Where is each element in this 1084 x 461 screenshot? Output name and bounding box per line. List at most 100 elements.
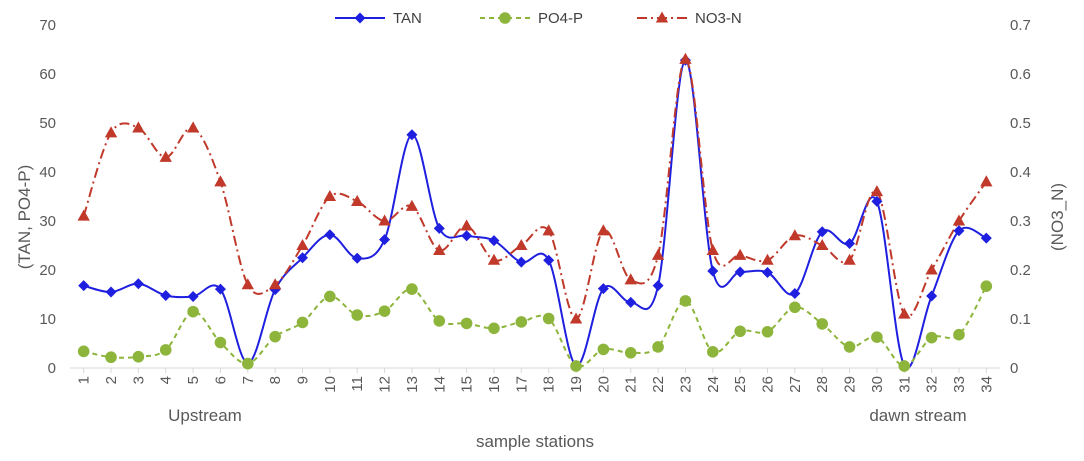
data-point-po4-p — [734, 325, 746, 338]
x-tick-label: 28 — [814, 376, 831, 393]
data-point-tan — [543, 254, 555, 266]
data-point-tan — [433, 222, 445, 234]
x-tick-label: 24 — [705, 376, 722, 393]
y-tick-label-right: 0.3 — [1010, 213, 1031, 230]
data-point-no3-n — [816, 239, 829, 251]
x-tick-label: 3 — [130, 376, 147, 384]
data-point-po4-p — [241, 357, 254, 370]
x-tick-label: 25 — [732, 376, 749, 393]
x-tick-label: 33 — [951, 376, 968, 393]
data-point-no3-n — [296, 239, 309, 251]
data-point-tan — [844, 238, 856, 250]
data-point-no3-n — [104, 126, 118, 138]
x-tick-label: 4 — [158, 376, 175, 384]
data-point-po4-p — [159, 344, 172, 356]
y-tick-label-right: 0.4 — [1010, 164, 1031, 181]
x-tick-label: 7 — [240, 376, 257, 384]
data-point-tan — [625, 296, 637, 308]
data-point-tan — [214, 283, 226, 295]
data-point-tan — [324, 229, 336, 241]
data-point-tan — [652, 280, 664, 292]
x-tick-label: 8 — [267, 376, 284, 384]
data-point-po4-p — [132, 350, 145, 363]
data-point-po4-p — [789, 301, 801, 314]
x-tick-label: 2 — [103, 376, 120, 384]
data-point-po4-p — [898, 360, 911, 372]
data-point-no3-n — [132, 121, 145, 133]
legend-marker-po4-p — [499, 12, 511, 24]
data-point-no3-n — [433, 243, 446, 255]
data-point-no3-n — [405, 199, 419, 211]
data-point-no3-n — [460, 219, 473, 231]
data-point-po4-p — [515, 316, 528, 328]
y-tick-label-right: 0.1 — [1010, 311, 1031, 328]
data-point-no3-n — [898, 307, 911, 319]
x-tick-label: 18 — [541, 376, 558, 393]
data-point-po4-p — [980, 280, 993, 292]
data-point-po4-p — [843, 341, 856, 353]
data-point-po4-p — [351, 309, 364, 321]
data-point-no3-n — [925, 263, 938, 275]
legend-marker-tan — [354, 12, 366, 24]
data-point-po4-p — [706, 346, 719, 358]
data-point-no3-n — [323, 190, 337, 202]
data-point-po4-p — [652, 341, 664, 353]
data-point-no3-n — [186, 121, 200, 133]
x-tick-label: 13 — [404, 376, 421, 393]
data-point-po4-p — [296, 316, 309, 329]
data-point-po4-p — [816, 318, 829, 330]
x-tick-label: 10 — [322, 376, 339, 393]
data-point-po4-p — [761, 325, 774, 338]
x-tick-label: 14 — [431, 376, 448, 393]
data-point-tan — [816, 226, 828, 238]
y-tick-label-left: 40 — [39, 164, 56, 181]
data-point-no3-n — [624, 273, 637, 285]
data-point-po4-p — [406, 283, 418, 295]
x-tick-label: 27 — [787, 376, 804, 393]
legend-marker-no3-n — [655, 11, 669, 23]
data-point-tan — [762, 266, 773, 278]
data-point-po4-p — [488, 322, 500, 335]
data-point-no3-n — [378, 214, 391, 226]
data-point-no3-n — [77, 209, 90, 221]
data-point-tan — [105, 286, 117, 298]
series-line-tan — [83, 59, 987, 370]
x-tick-label: 6 — [212, 376, 229, 384]
data-point-tan — [406, 129, 418, 141]
data-point-po4-p — [624, 347, 637, 359]
y-tick-label-left: 20 — [39, 262, 56, 279]
x-tick-label: 9 — [295, 376, 312, 384]
x-tick-label: 34 — [978, 376, 995, 393]
x-tick-label: 21 — [623, 376, 640, 393]
data-point-no3-n — [679, 52, 692, 64]
x-axis-title: sample stations — [476, 432, 594, 451]
x-tick-label: 11 — [349, 376, 366, 392]
x-tick-label: 32 — [924, 376, 941, 393]
legend-label-po4-p: PO4-P — [538, 10, 583, 27]
data-point-no3-n — [597, 224, 610, 236]
data-point-no3-n — [843, 253, 856, 265]
data-point-po4-p — [953, 328, 965, 341]
x-tick-label: 5 — [185, 376, 202, 384]
data-point-tan — [160, 289, 172, 301]
y-tick-label-left: 60 — [39, 66, 56, 83]
data-point-tan — [707, 265, 719, 277]
y-tick-label-left: 10 — [39, 311, 56, 328]
annotation-downstream: dawn stream — [869, 406, 966, 425]
x-tick-label: 16 — [486, 376, 503, 393]
data-point-po4-p — [679, 295, 692, 307]
x-tick-label: 26 — [760, 376, 777, 393]
y-tick-label-right: 0.6 — [1010, 66, 1031, 83]
data-point-tan — [132, 278, 144, 290]
data-point-no3-n — [351, 194, 364, 206]
y-tick-label-right: 0.5 — [1010, 115, 1031, 132]
data-point-tan — [488, 235, 500, 247]
data-point-no3-n — [651, 248, 665, 260]
data-point-no3-n — [268, 278, 282, 290]
series-line-po4-p — [83, 285, 988, 368]
data-point-po4-p — [570, 360, 582, 372]
data-point-no3-n — [515, 239, 528, 251]
x-tick-label: 30 — [869, 376, 886, 393]
y-tick-label-right: 0.2 — [1010, 262, 1031, 279]
y-tick-label-right: 0 — [1010, 360, 1018, 377]
